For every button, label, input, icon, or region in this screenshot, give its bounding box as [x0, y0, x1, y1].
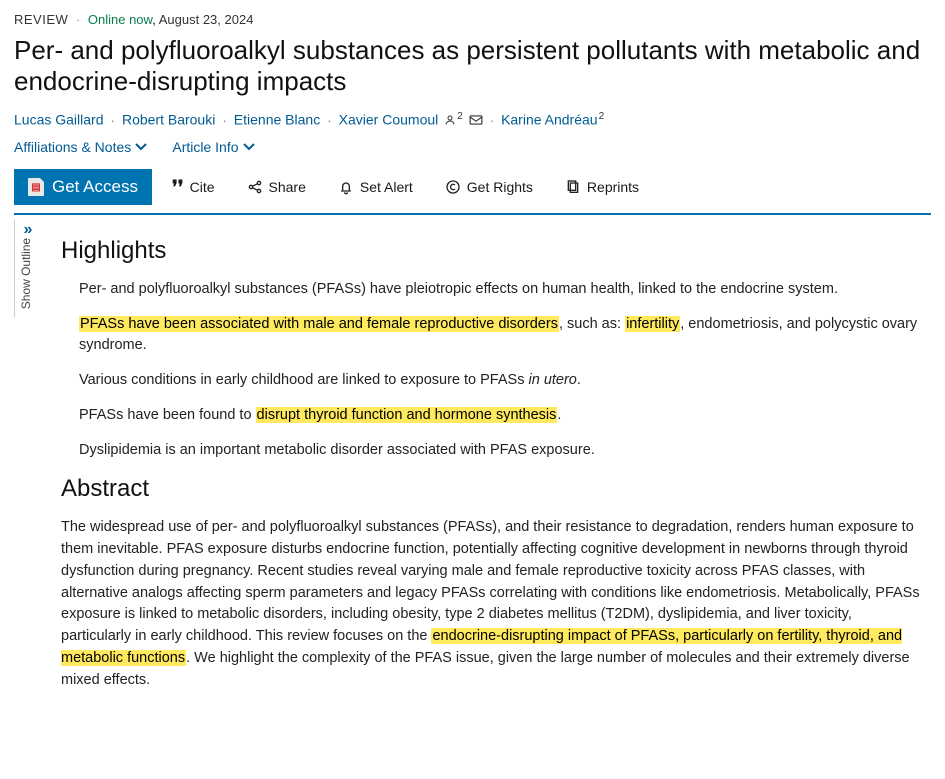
share-button[interactable]: Share	[235, 173, 318, 201]
rights-button[interactable]: Get Rights	[433, 173, 545, 201]
action-toolbar: ▤ Get Access ❜❜ Cite Share Set Alert Get…	[14, 169, 931, 215]
get-access-button[interactable]: ▤ Get Access	[14, 169, 152, 205]
author-link[interactable]: Karine Andréau	[501, 112, 598, 128]
reprints-button[interactable]: Reprints	[553, 173, 651, 201]
publish-date: August 23, 2024	[159, 12, 254, 27]
article-body: Highlights Per- and polyfluoroalkyl subs…	[53, 219, 931, 691]
article-info-toggle[interactable]: Article Info	[172, 139, 254, 155]
author-link[interactable]: Lucas Gaillard	[14, 112, 104, 128]
online-status: Online now	[88, 12, 152, 27]
highlight-item: Per- and polyfluoroalkyl substances (PFA…	[79, 279, 925, 300]
article-title: Per- and polyfluoroalkyl substances as p…	[14, 35, 931, 97]
person-icon	[444, 113, 456, 129]
author-list: Lucas Gaillard · Robert Barouki · Etienn…	[14, 111, 931, 129]
article-type: REVIEW	[14, 12, 68, 27]
highlights-list: Per- and polyfluoroalkyl substances (PFA…	[61, 279, 925, 461]
highlights-heading: Highlights	[61, 237, 925, 265]
mail-icon[interactable]	[469, 113, 483, 129]
highlight-item: PFASs have been found to disrupt thyroid…	[79, 405, 925, 426]
show-outline-toggle[interactable]: Show Outline »	[14, 219, 41, 317]
chevron-down-icon	[243, 139, 255, 155]
abstract-text: The widespread use of per- and polyfluor…	[61, 517, 925, 691]
author-link[interactable]: Xavier Coumoul	[339, 112, 439, 128]
abstract-heading: Abstract	[61, 475, 925, 503]
bell-icon	[338, 179, 354, 195]
affiliations-toggle[interactable]: Affiliations & Notes	[14, 139, 147, 155]
chevron-down-icon	[135, 139, 147, 155]
highlight-item: Various conditions in early childhood ar…	[79, 370, 925, 391]
reprints-icon	[565, 179, 581, 195]
pdf-icon: ▤	[28, 178, 44, 196]
expanders: Affiliations & Notes Article Info	[14, 139, 931, 155]
highlight-item: PFASs have been associated with male and…	[79, 314, 925, 356]
share-icon	[247, 179, 263, 195]
article-meta: REVIEW · Online now, August 23, 2024	[14, 12, 931, 27]
cite-button[interactable]: ❜❜ Cite	[160, 171, 227, 204]
alert-button[interactable]: Set Alert	[326, 173, 425, 201]
quote-icon: ❜❜	[172, 177, 184, 198]
author-link[interactable]: Robert Barouki	[122, 112, 215, 128]
author-link[interactable]: Etienne Blanc	[234, 112, 320, 128]
copyright-icon	[445, 179, 461, 195]
chevron-right-icon: »	[24, 221, 29, 239]
highlight-item: Dyslipidemia is an important metabolic d…	[79, 440, 925, 461]
